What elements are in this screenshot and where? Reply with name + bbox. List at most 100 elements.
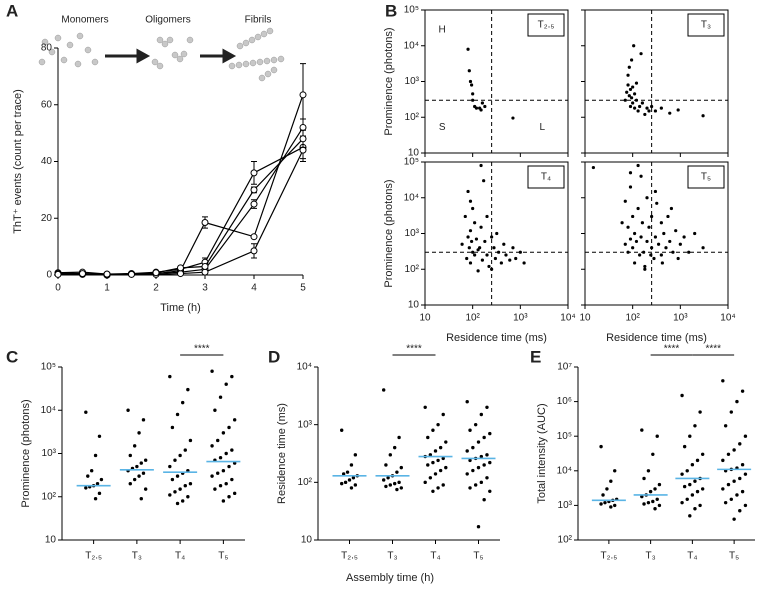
- point: [492, 246, 496, 250]
- point: [476, 440, 481, 444]
- panel-title: T₃: [701, 20, 711, 31]
- point: [630, 58, 634, 62]
- point: [474, 237, 479, 241]
- point: [230, 448, 234, 452]
- panel-label: B: [385, 1, 397, 20]
- point: [224, 382, 228, 386]
- point: [653, 507, 657, 511]
- point: [173, 458, 177, 462]
- marker: [152, 269, 160, 277]
- point: [495, 231, 499, 236]
- point: [436, 486, 440, 490]
- point: [126, 408, 130, 412]
- point: [633, 106, 637, 110]
- point: [428, 453, 433, 457]
- point: [628, 104, 633, 109]
- point: [693, 507, 697, 511]
- point: [347, 478, 352, 482]
- series-line: [57, 138, 304, 276]
- point: [682, 235, 686, 239]
- point: [660, 261, 664, 265]
- y-tick-label: 10⁷: [557, 362, 572, 373]
- point: [168, 464, 172, 469]
- point: [128, 482, 132, 486]
- point: [651, 452, 655, 456]
- point: [740, 389, 745, 393]
- x-tick-label: 10⁴: [720, 313, 735, 324]
- point: [631, 246, 635, 250]
- point: [353, 453, 358, 457]
- point: [141, 418, 146, 422]
- point: [470, 83, 474, 87]
- panel-label: E: [530, 347, 541, 366]
- x-tick-label: T₂.₅: [85, 551, 102, 562]
- point: [468, 229, 473, 233]
- point: [224, 482, 228, 486]
- point: [721, 458, 725, 463]
- point: [465, 256, 469, 261]
- x-tick-label: 4: [251, 283, 257, 294]
- marker: [79, 270, 86, 278]
- point: [693, 424, 697, 428]
- quadrant-label: H: [439, 25, 446, 36]
- point: [628, 185, 633, 189]
- point: [210, 474, 214, 478]
- point: [221, 431, 226, 435]
- x-tick-label: T₄: [687, 551, 697, 562]
- point: [399, 465, 403, 470]
- panel-title: T₄: [541, 172, 551, 183]
- marker: [201, 219, 209, 227]
- point: [701, 114, 705, 118]
- point: [139, 461, 143, 465]
- point: [657, 503, 662, 508]
- x-tick-label: 10²: [625, 313, 640, 324]
- marker: [54, 270, 62, 278]
- x-tick-label: 10³: [673, 313, 688, 324]
- point: [476, 465, 481, 470]
- point: [444, 440, 448, 444]
- point: [431, 460, 435, 465]
- point: [340, 481, 344, 486]
- point: [386, 476, 390, 480]
- point: [210, 369, 214, 373]
- point: [340, 428, 344, 432]
- x-tick-label: 10⁴: [560, 313, 575, 324]
- point: [685, 497, 689, 502]
- point: [625, 90, 629, 94]
- x-tick-label: T₂.₅: [341, 551, 358, 562]
- x-tick-label: 0: [55, 283, 61, 294]
- point: [137, 431, 141, 435]
- point: [693, 231, 697, 236]
- x-tick-label: 3: [202, 283, 208, 294]
- point: [623, 98, 627, 102]
- point: [650, 104, 654, 109]
- point: [645, 106, 649, 110]
- point: [508, 258, 512, 262]
- point: [188, 482, 193, 486]
- point: [634, 239, 639, 244]
- point: [490, 235, 494, 239]
- point: [642, 476, 646, 481]
- point: [645, 196, 649, 200]
- y-tick-label: 10³: [405, 76, 420, 87]
- point: [175, 474, 180, 478]
- point: [132, 477, 137, 482]
- y-tick-label: 10²: [42, 491, 57, 502]
- point: [636, 206, 640, 211]
- point: [735, 493, 739, 497]
- point: [680, 500, 684, 505]
- point: [721, 487, 725, 491]
- point: [690, 463, 695, 467]
- point: [653, 109, 658, 113]
- point: [343, 480, 348, 485]
- marker: [299, 91, 307, 99]
- point: [384, 484, 388, 489]
- point: [345, 470, 350, 474]
- point: [84, 486, 88, 490]
- y-tick-label: 10⁶: [557, 396, 572, 407]
- point: [178, 453, 182, 458]
- point: [216, 438, 220, 443]
- point: [599, 444, 603, 449]
- point: [609, 505, 613, 509]
- point: [218, 484, 223, 488]
